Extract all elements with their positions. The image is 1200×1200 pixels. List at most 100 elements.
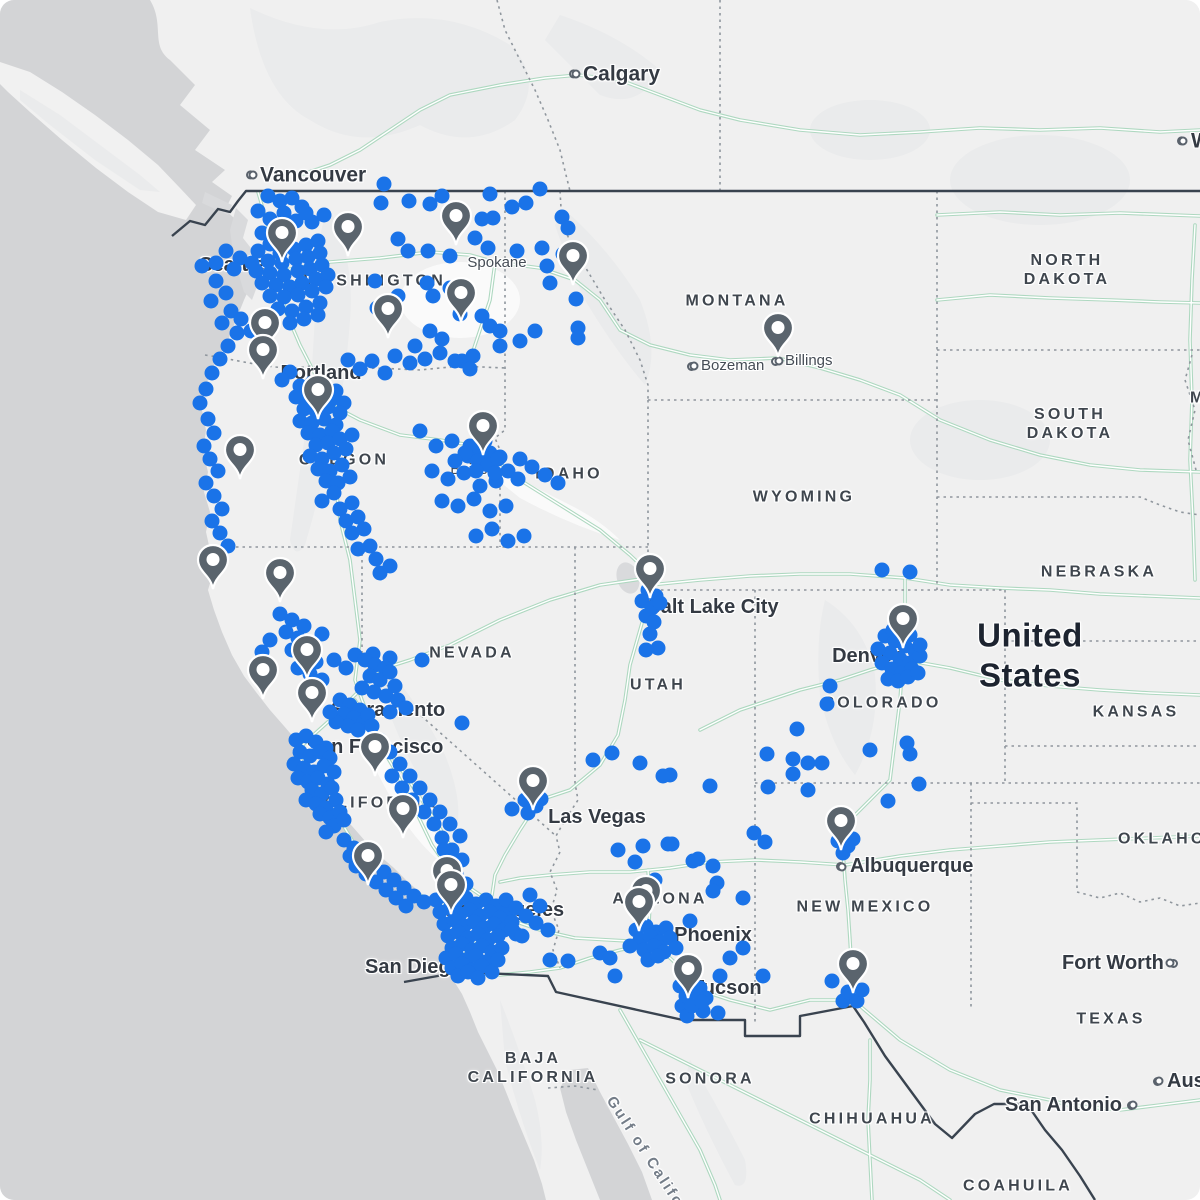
location-dot-marker[interactable]: [350, 541, 366, 557]
location-dot-marker[interactable]: [560, 220, 576, 236]
location-dot-marker[interactable]: [229, 325, 245, 341]
location-dot-marker[interactable]: [911, 776, 927, 792]
location-dot-marker[interactable]: [462, 361, 478, 377]
location-dot-marker[interactable]: [262, 288, 278, 304]
location-dot-marker[interactable]: [627, 854, 643, 870]
map-pin-marker[interactable]: [299, 373, 337, 421]
location-dot-marker[interactable]: [354, 680, 370, 696]
location-dot-marker[interactable]: [310, 461, 326, 477]
location-dot-marker[interactable]: [367, 273, 383, 289]
location-dot-marker[interactable]: [310, 307, 326, 323]
location-dot-marker[interactable]: [416, 804, 432, 820]
location-dot-marker[interactable]: [407, 338, 423, 354]
location-dot-marker[interactable]: [382, 704, 398, 720]
location-dot-marker[interactable]: [642, 626, 658, 642]
location-dot-marker[interactable]: [785, 766, 801, 782]
location-dot-marker[interactable]: [652, 595, 668, 611]
location-dot-marker[interactable]: [638, 642, 654, 658]
location-dot-marker[interactable]: [204, 513, 220, 529]
map-pin-marker[interactable]: [356, 730, 394, 778]
location-dot-marker[interactable]: [498, 498, 514, 514]
location-dot-marker[interactable]: [196, 438, 212, 454]
location-dot-marker[interactable]: [300, 425, 316, 441]
map-pin-marker[interactable]: [669, 952, 707, 1000]
location-dot-marker[interactable]: [712, 968, 728, 984]
location-dot-marker[interactable]: [902, 746, 918, 762]
map-pin-marker[interactable]: [884, 602, 922, 650]
location-dot-marker[interactable]: [516, 528, 532, 544]
location-dot-marker[interactable]: [398, 700, 414, 716]
location-dot-marker[interactable]: [540, 922, 556, 938]
location-dot-marker[interactable]: [387, 678, 403, 694]
location-dot-marker[interactable]: [318, 824, 334, 840]
location-dot-marker[interactable]: [392, 756, 408, 772]
location-dot-marker[interactable]: [304, 283, 320, 299]
location-dot-marker[interactable]: [682, 913, 698, 929]
location-dot-marker[interactable]: [514, 928, 530, 944]
location-dot-marker[interactable]: [550, 475, 566, 491]
map-pin-marker[interactable]: [293, 676, 331, 724]
location-dot-marker[interactable]: [450, 498, 466, 514]
location-dot-marker[interactable]: [324, 780, 340, 796]
location-dot-marker[interactable]: [362, 538, 378, 554]
location-dot-marker[interactable]: [664, 836, 680, 852]
location-dot-marker[interactable]: [338, 660, 354, 676]
location-dot-marker[interactable]: [412, 780, 428, 796]
location-dot-marker[interactable]: [532, 181, 548, 197]
location-dot-marker[interactable]: [302, 448, 318, 464]
location-dot-marker[interactable]: [722, 950, 738, 966]
location-dot-marker[interactable]: [314, 626, 330, 642]
location-dot-marker[interactable]: [800, 782, 816, 798]
location-dot-marker[interactable]: [474, 211, 490, 227]
location-dot-marker[interactable]: [757, 834, 773, 850]
location-dot-marker[interactable]: [655, 768, 671, 784]
location-dot-marker[interactable]: [282, 315, 298, 331]
location-dot-marker[interactable]: [512, 333, 528, 349]
map-pin-marker[interactable]: [329, 210, 367, 258]
location-dot-marker[interactable]: [338, 513, 354, 529]
location-dot-marker[interactable]: [910, 665, 926, 681]
location-dot-marker[interactable]: [290, 263, 306, 279]
location-dot-marker[interactable]: [212, 525, 228, 541]
location-dot-marker[interactable]: [394, 780, 410, 796]
location-dot-marker[interactable]: [528, 915, 544, 931]
location-dot-marker[interactable]: [444, 433, 460, 449]
location-dot-marker[interactable]: [480, 240, 496, 256]
location-dot-marker[interactable]: [874, 562, 890, 578]
location-dot-marker[interactable]: [334, 457, 350, 473]
location-dot-marker[interactable]: [326, 652, 342, 668]
location-dot-marker[interactable]: [402, 355, 418, 371]
location-dot-marker[interactable]: [568, 291, 584, 307]
map-pin-marker[interactable]: [442, 276, 480, 324]
location-dot-marker[interactable]: [447, 353, 463, 369]
location-dot-marker[interactable]: [292, 413, 308, 429]
location-dot-marker[interactable]: [208, 273, 224, 289]
location-dot-marker[interactable]: [835, 845, 851, 861]
location-dot-marker[interactable]: [344, 427, 360, 443]
location-dot-marker[interactable]: [326, 445, 342, 461]
location-dot-marker[interactable]: [414, 652, 430, 668]
location-dot-marker[interactable]: [440, 471, 456, 487]
location-dot-marker[interactable]: [204, 365, 220, 381]
location-dot-marker[interactable]: [220, 338, 236, 354]
location-dot-marker[interactable]: [218, 285, 234, 301]
map-pin-marker[interactable]: [759, 311, 797, 359]
location-dot-marker[interactable]: [310, 233, 326, 249]
location-dot-marker[interactable]: [467, 230, 483, 246]
location-dot-marker[interactable]: [465, 348, 481, 364]
location-dot-marker[interactable]: [326, 485, 342, 501]
location-dot-marker[interactable]: [300, 249, 316, 265]
location-dot-marker[interactable]: [560, 953, 576, 969]
location-dot-marker[interactable]: [401, 193, 417, 209]
location-dot-marker[interactable]: [364, 718, 380, 734]
location-dot-marker[interactable]: [482, 186, 498, 202]
location-dot-marker[interactable]: [332, 501, 348, 517]
location-dot-marker[interactable]: [206, 488, 222, 504]
location-dot-marker[interactable]: [352, 361, 368, 377]
location-dot-marker[interactable]: [434, 331, 450, 347]
map-pin-marker[interactable]: [514, 764, 552, 812]
map-pin-marker[interactable]: [620, 885, 658, 933]
location-dot-marker[interactable]: [870, 641, 886, 657]
location-dot-marker[interactable]: [466, 491, 482, 507]
location-dot-marker[interactable]: [494, 940, 510, 956]
